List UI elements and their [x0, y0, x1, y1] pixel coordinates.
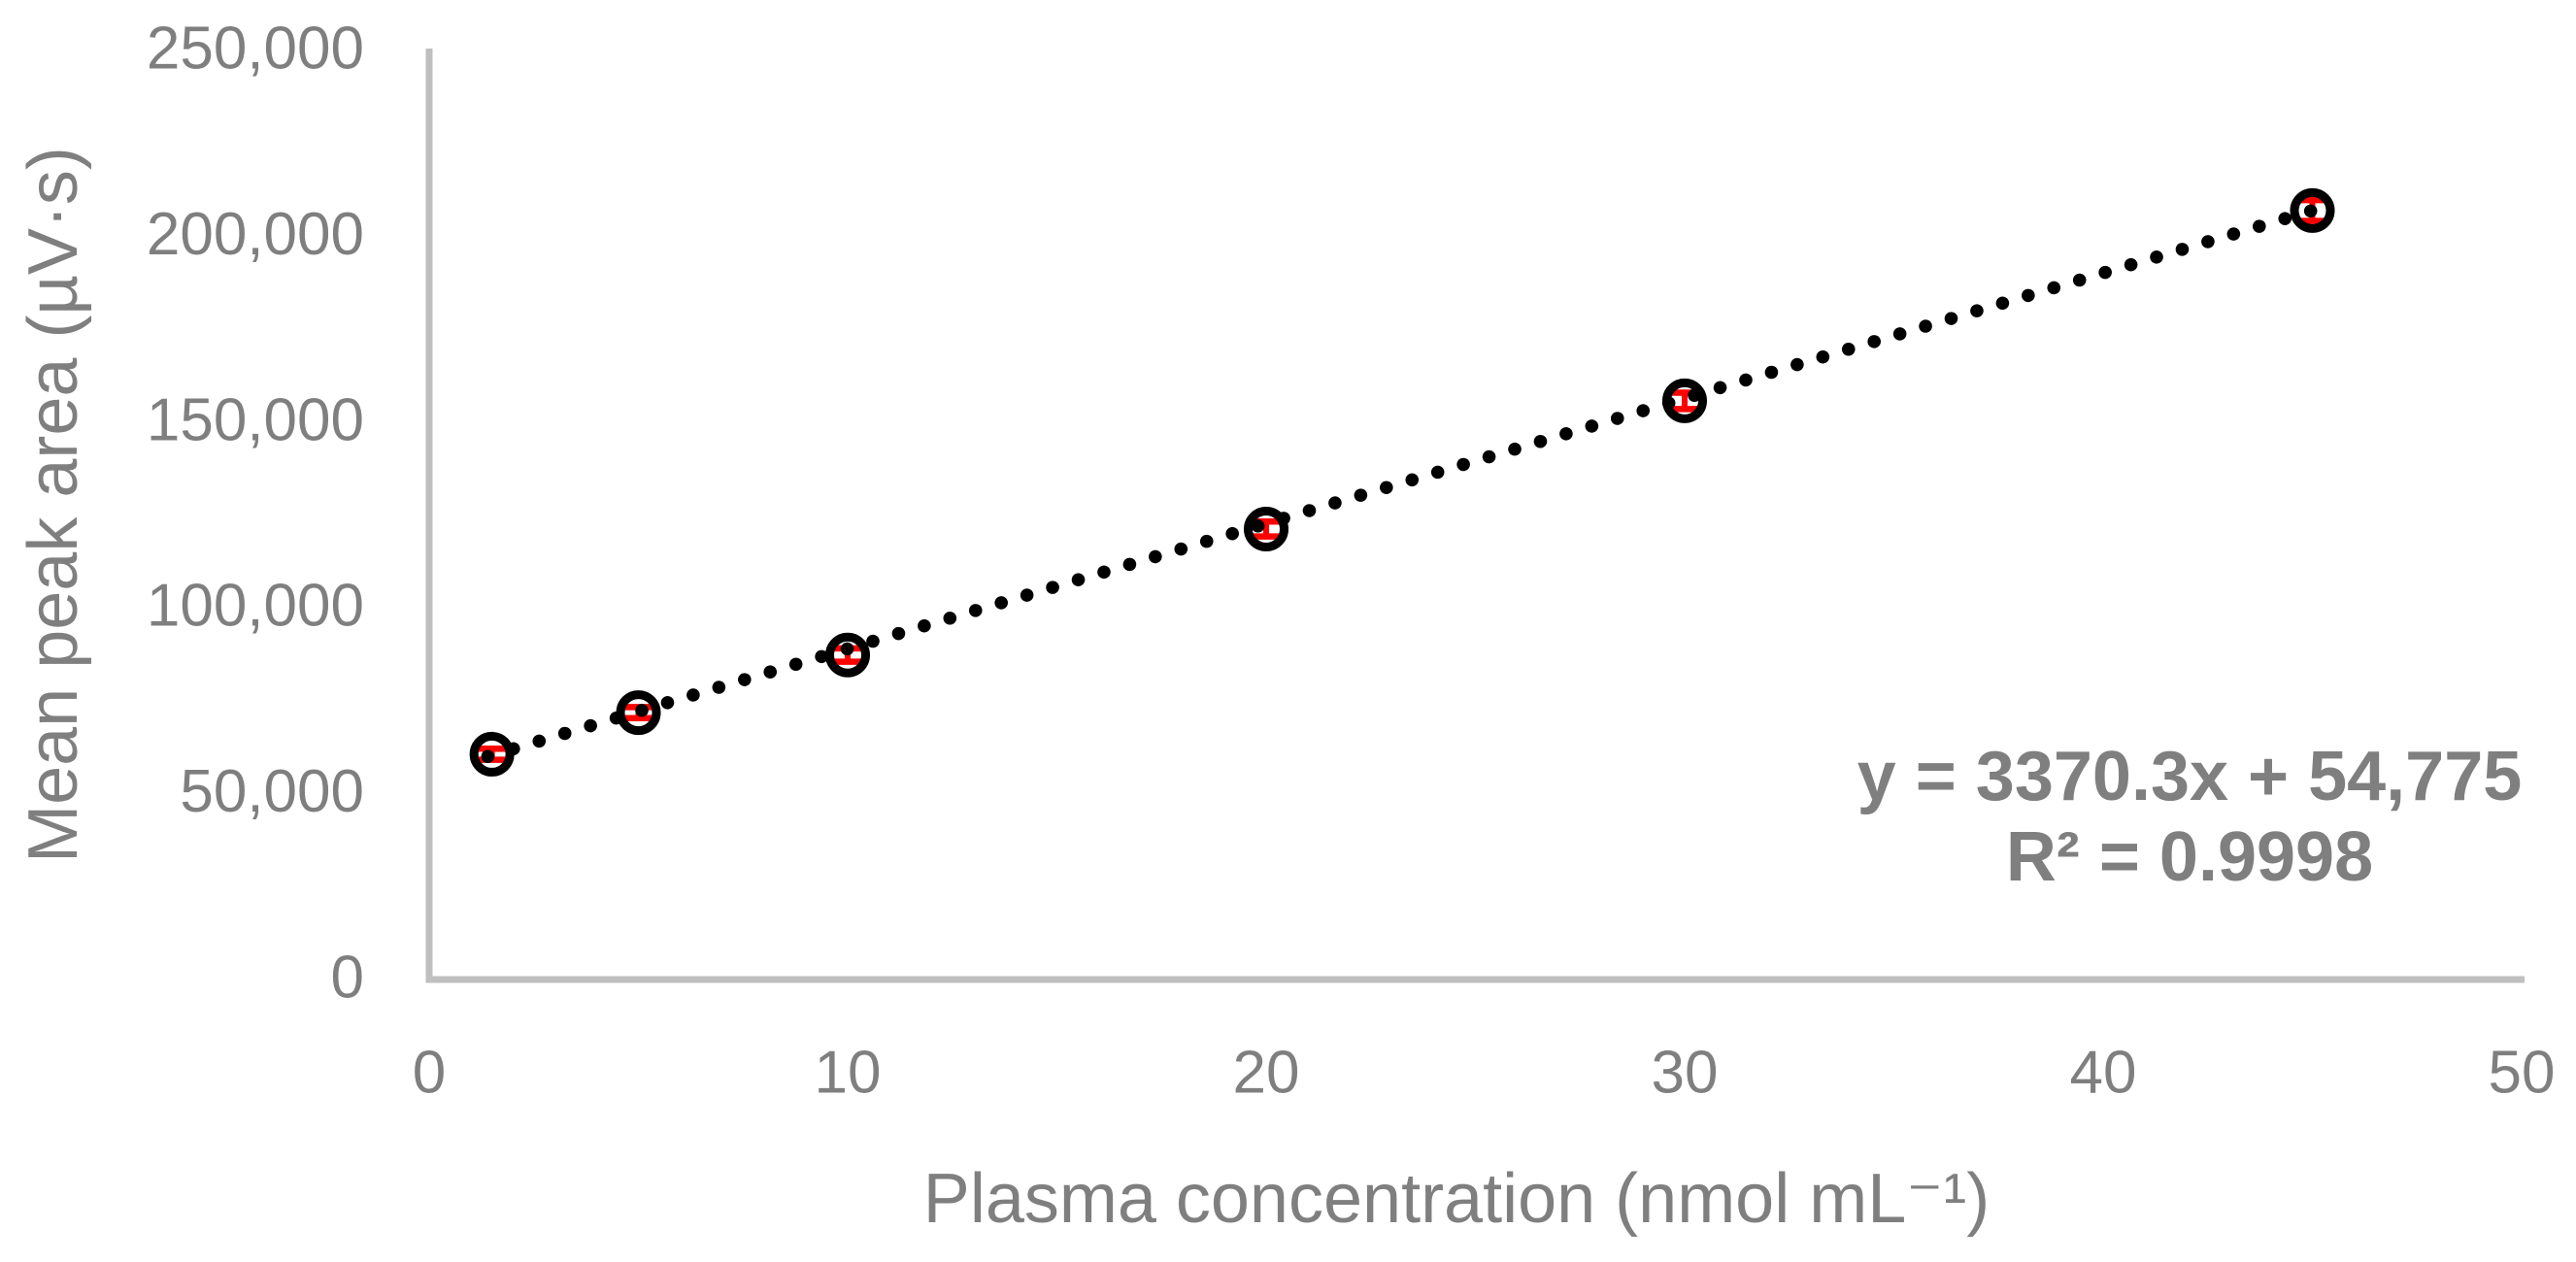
data-point-markers — [469, 187, 2335, 777]
r-squared-text: R² = 0.9998 — [2005, 818, 2374, 896]
x-axis-title: Plasma concentration (nmol mL⁻¹) — [922, 1160, 1991, 1238]
data-point-marker — [1244, 506, 1288, 551]
data-point-marker — [1662, 378, 1707, 423]
x-tick-label: 0 — [413, 1040, 446, 1107]
trendline-annotation: y = 3370.3x + 54,775 R² = 0.9998 — [1857, 737, 2523, 898]
y-tick-label: 200,000 — [147, 201, 364, 268]
data-point-marker — [825, 632, 870, 678]
y-tick-label: 250,000 — [147, 16, 364, 83]
y-tick-label: 150,000 — [147, 386, 364, 453]
tick-labels: 0 50,000 100,000 150,000 200,000 250,000 0 10 20… — [147, 16, 2556, 1107]
x-tick-label: 20 — [1233, 1040, 1300, 1107]
dotted-trendline — [481, 200, 2332, 764]
x-tick-label: 50 — [2489, 1040, 2556, 1107]
trendline-path — [481, 200, 2332, 764]
x-tick-label: 10 — [815, 1040, 882, 1107]
y-tick-label: 100,000 — [147, 573, 364, 640]
axes — [425, 49, 2525, 983]
data-point-marker — [616, 690, 661, 736]
x-tick-label: 30 — [1652, 1040, 1719, 1107]
y-axis-title: Mean peak area (µV·s) — [15, 147, 92, 863]
y-tick-label: 0 — [331, 945, 364, 1012]
data-point-marker — [2290, 187, 2335, 233]
y-tick-label: 50,000 — [180, 758, 364, 825]
x-tick-label: 40 — [2070, 1040, 2137, 1107]
data-point-marker — [469, 731, 515, 777]
trendline-equation-text: y = 3370.3x + 54,775 — [1857, 738, 2523, 816]
